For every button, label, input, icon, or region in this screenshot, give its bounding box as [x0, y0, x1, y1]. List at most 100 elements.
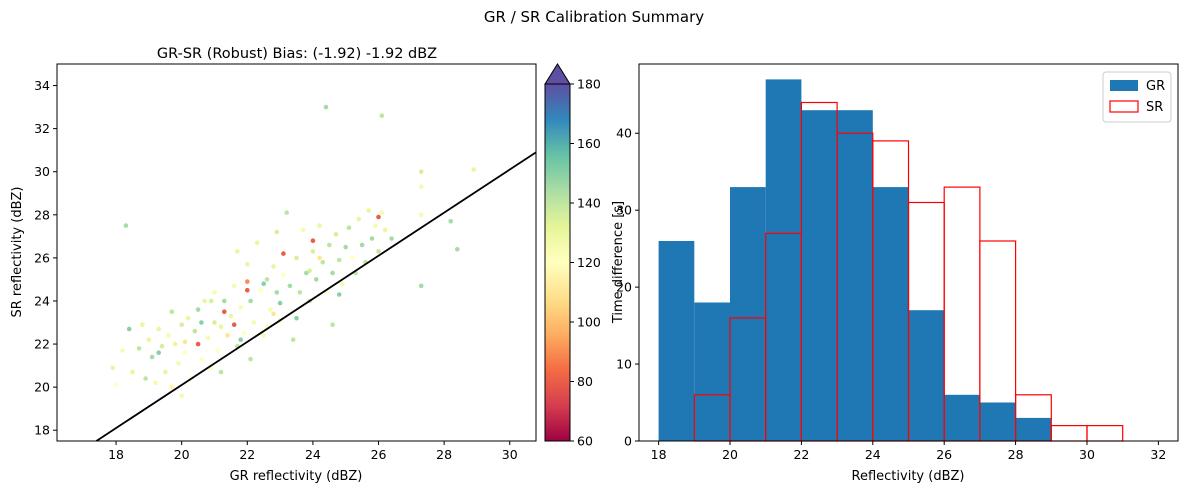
scatter-point [110, 365, 116, 371]
scatter-point [212, 290, 217, 295]
scatter-point [222, 298, 227, 304]
scatter-point [297, 290, 303, 295]
x-tick-label: 24 [865, 447, 881, 462]
scatter-point [317, 223, 322, 228]
scatter-point [376, 249, 381, 254]
scatter-point [382, 227, 388, 233]
y-tick-label: 18 [34, 423, 50, 438]
one-to-one-line [95, 151, 536, 441]
hist-bar-gr [765, 79, 802, 442]
scatter-point [123, 223, 129, 228]
scatter-point [113, 382, 119, 388]
hist-bar-gr [979, 402, 1016, 441]
scatter-point [130, 369, 135, 375]
x-tick-label: 26 [936, 447, 952, 462]
scatter-point [448, 219, 454, 224]
scatter-point [241, 331, 247, 336]
scatter-point [290, 337, 296, 343]
scatter-point [212, 320, 217, 325]
hist-bar-gr [730, 187, 766, 441]
scatter-point [228, 313, 234, 319]
colorbar-label: Time difference [s] [611, 201, 626, 324]
scatter-point [274, 229, 280, 235]
scatter-point [418, 169, 424, 174]
scatter-point [199, 356, 204, 362]
histogram-axes-frame [638, 63, 1179, 442]
hist-bar-gr [837, 110, 873, 441]
scatter-point [389, 236, 394, 241]
scatter-point [251, 320, 257, 325]
scatter-point [310, 249, 316, 254]
scatter-point [254, 240, 260, 246]
scatter-point [156, 326, 161, 332]
scatter-point [350, 255, 355, 261]
scatter-point [330, 270, 335, 276]
scatter-point [336, 257, 342, 263]
scatter-point [218, 324, 224, 330]
scatter-point [182, 350, 188, 356]
scatter-point [281, 251, 286, 256]
y-tick-label: 0 [624, 434, 632, 449]
colorbar-tick-label: 180 [577, 77, 601, 92]
y-tick-label: 28 [34, 207, 50, 222]
scatter-point [235, 249, 240, 254]
scatter-point [418, 184, 424, 190]
scatter-title: GR-SR (Robust) Bias: (-1.92) -1.92 dBZ [157, 46, 437, 62]
colorbar: 60 80 100 120 140 160 180 Time difference [s] [544, 63, 626, 449]
x-tick-label: 22 [793, 447, 809, 462]
x-tick-label: 26 [371, 447, 387, 462]
colorbar-tick-label: 120 [577, 255, 601, 270]
hist-bar-gr [908, 310, 945, 441]
scatter-point [172, 341, 178, 347]
y-tick-label: 22 [34, 337, 50, 352]
scatter-point [245, 287, 250, 293]
scatter-point [274, 290, 280, 295]
scatter-point [317, 255, 322, 261]
colorbar-gradient [545, 84, 570, 441]
scatter-point [245, 279, 250, 284]
scatter-x-label: GR reflectivity (dBZ) [230, 469, 363, 484]
scatter-point [238, 305, 243, 310]
histogram-y-axis: 0 10 20 30 40 [616, 126, 639, 449]
hist-bar-sr [1050, 425, 1088, 442]
x-tick-label: 30 [1079, 447, 1095, 462]
scatter-y-label: SR reflectivity (dBZ) [10, 187, 25, 318]
scatter-point [156, 350, 161, 356]
x-tick-label: 30 [502, 447, 518, 462]
legend-label-sr: SR [1146, 100, 1163, 115]
scatter-point [222, 309, 227, 315]
y-tick-label: 26 [34, 250, 50, 265]
scatter-point [340, 281, 345, 287]
scatter-point [277, 300, 283, 306]
hist-bar-gr [872, 187, 909, 441]
scatter-point [343, 244, 349, 250]
scatter-point [418, 283, 424, 289]
histogram-x-label: Reflectivity (dBZ) [852, 469, 965, 484]
scatter-point [231, 322, 237, 328]
scatter-point [208, 298, 214, 304]
scatter-point [271, 311, 276, 317]
scatter-point [307, 268, 312, 274]
scatter-point [323, 104, 329, 110]
histogram-panel: 18 20 22 24 26 28 30 32 0 10 20 30 40 Reflectivity … [616, 63, 1179, 484]
x-tick-label: 20 [174, 447, 190, 462]
scatter-point [261, 333, 267, 338]
scatter-point [143, 376, 148, 381]
hist-bar-gr [1015, 417, 1052, 441]
colorbar-axis: 60 80 100 120 140 160 180 [570, 77, 601, 449]
x-tick-label: 18 [108, 447, 124, 462]
scatter-point [153, 380, 158, 386]
scatter-point [169, 384, 175, 390]
scatter-point [369, 236, 375, 241]
hist-bar-gr [658, 241, 695, 441]
scatter-point [248, 356, 253, 362]
histogram-legend: GR SR [1102, 71, 1172, 123]
scatter-point [336, 292, 342, 297]
scatter-point [284, 210, 290, 215]
scatter-point [159, 343, 165, 349]
scatter-axes-frame [56, 63, 537, 442]
scatter-point [346, 225, 352, 230]
scatter-point [245, 262, 250, 267]
